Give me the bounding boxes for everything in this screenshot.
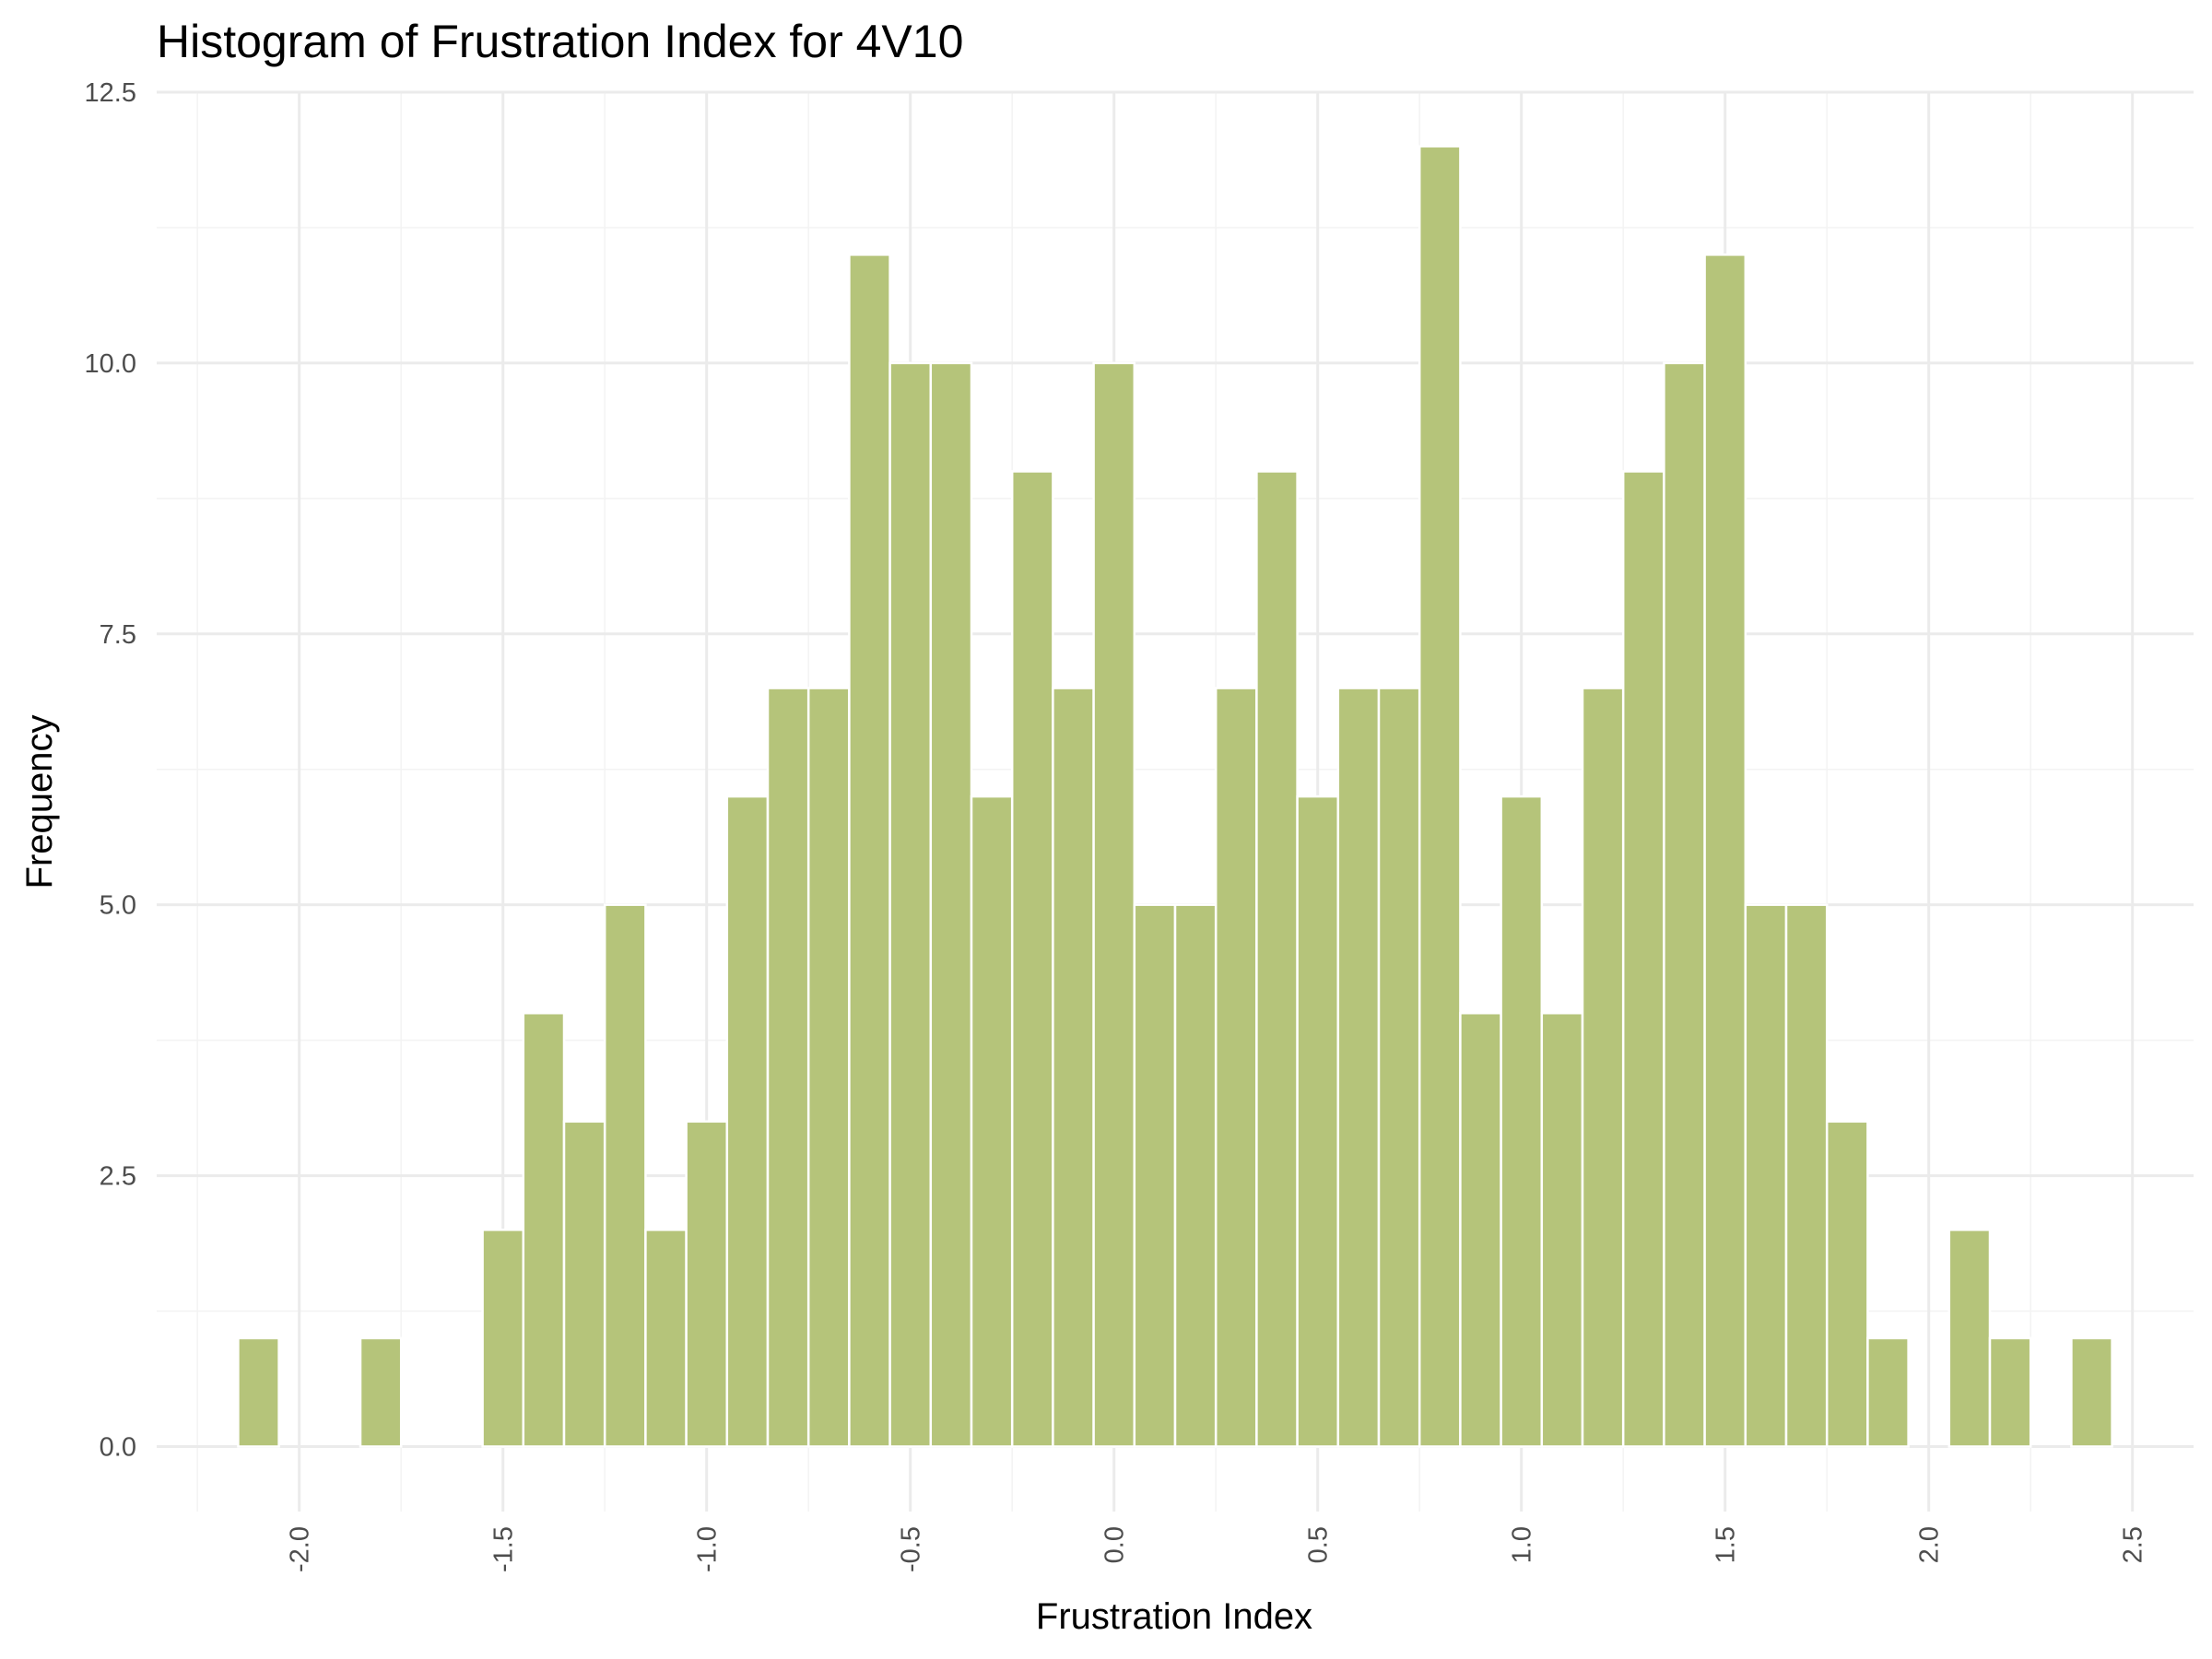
y-axis-title: Frequency	[19, 715, 60, 889]
histogram-bar	[1135, 905, 1175, 1447]
x-tick-label: -1.5	[489, 1526, 519, 1572]
histogram-bar	[768, 688, 808, 1447]
x-tick-label: 2.5	[2119, 1526, 2148, 1563]
y-tick-label: 10.0	[85, 349, 136, 379]
histogram-bar	[1460, 1013, 1500, 1446]
histogram-bar	[1053, 688, 1093, 1447]
chart-title: Histogram of Frustration Index for 4V10	[157, 16, 963, 67]
histogram-bar	[1664, 363, 1704, 1447]
x-tick-label: 0.0	[1100, 1526, 1130, 1563]
y-tick-label: 2.5	[100, 1162, 136, 1192]
x-tick-label: -2.0	[286, 1526, 315, 1572]
histogram-bar	[931, 363, 971, 1447]
histogram-bar	[1786, 905, 1827, 1447]
histogram-bar	[360, 1338, 401, 1447]
y-tick-label: 5.0	[100, 891, 136, 921]
histogram-bar	[524, 1013, 564, 1446]
x-axis-title: Frustration Index	[1036, 1596, 1312, 1637]
histogram-bar	[890, 363, 931, 1447]
histogram-bar	[1827, 1122, 1867, 1447]
histogram-bar	[1256, 471, 1297, 1446]
histogram-bar	[1949, 1230, 1990, 1446]
histogram-bar	[1216, 688, 1256, 1447]
histogram-bar	[1338, 688, 1379, 1447]
x-tick-label: -1.0	[693, 1526, 723, 1572]
histogram-bar	[1379, 688, 1419, 1447]
y-axis-ticks: 0.0 2.5 5.0 7.5 10.0 12.5	[85, 78, 136, 1462]
y-tick-label: 7.5	[100, 620, 136, 650]
histogram-bar	[1501, 796, 1542, 1446]
x-tick-label: -0.5	[897, 1526, 926, 1572]
y-tick-label: 12.5	[85, 78, 136, 108]
histogram-bar	[1175, 905, 1216, 1447]
histogram-bar	[1990, 1338, 2030, 1447]
histogram-bar	[727, 796, 768, 1446]
histogram-bar	[808, 688, 849, 1447]
histogram-bar	[1419, 147, 1460, 1447]
histogram-bar	[483, 1230, 524, 1446]
histogram-bar	[564, 1122, 605, 1447]
histogram-bar	[1583, 688, 1623, 1447]
histogram-bars	[238, 147, 2112, 1447]
x-axis-ticks: -2.0 -1.5 -1.0 -0.5 0.0 0.5 1.0 1.5 2.0 2.5	[286, 1526, 2148, 1572]
histogram-bar	[1867, 1338, 1908, 1447]
x-tick-label: 0.5	[1304, 1526, 1334, 1563]
histogram-bar	[1746, 905, 1786, 1447]
histogram-bar	[971, 796, 1012, 1446]
y-tick-label: 0.0	[100, 1432, 136, 1462]
histogram-bar	[2071, 1338, 2112, 1447]
histogram-bar	[1623, 471, 1664, 1446]
histogram-bar	[605, 905, 645, 1447]
histogram-bar	[849, 254, 889, 1446]
histogram-bar	[1094, 363, 1135, 1447]
histogram-bar	[1705, 254, 1746, 1446]
x-tick-label: 1.5	[1712, 1526, 1741, 1563]
histogram-bar	[1298, 796, 1338, 1446]
histogram-bar	[645, 1230, 686, 1446]
histogram-bar	[1542, 1013, 1583, 1446]
histogram-bar	[238, 1338, 278, 1447]
histogram-bar	[687, 1122, 727, 1447]
x-tick-label: 2.0	[1915, 1526, 1945, 1563]
x-tick-label: 1.0	[1508, 1526, 1537, 1563]
histogram-bar	[1012, 471, 1053, 1446]
